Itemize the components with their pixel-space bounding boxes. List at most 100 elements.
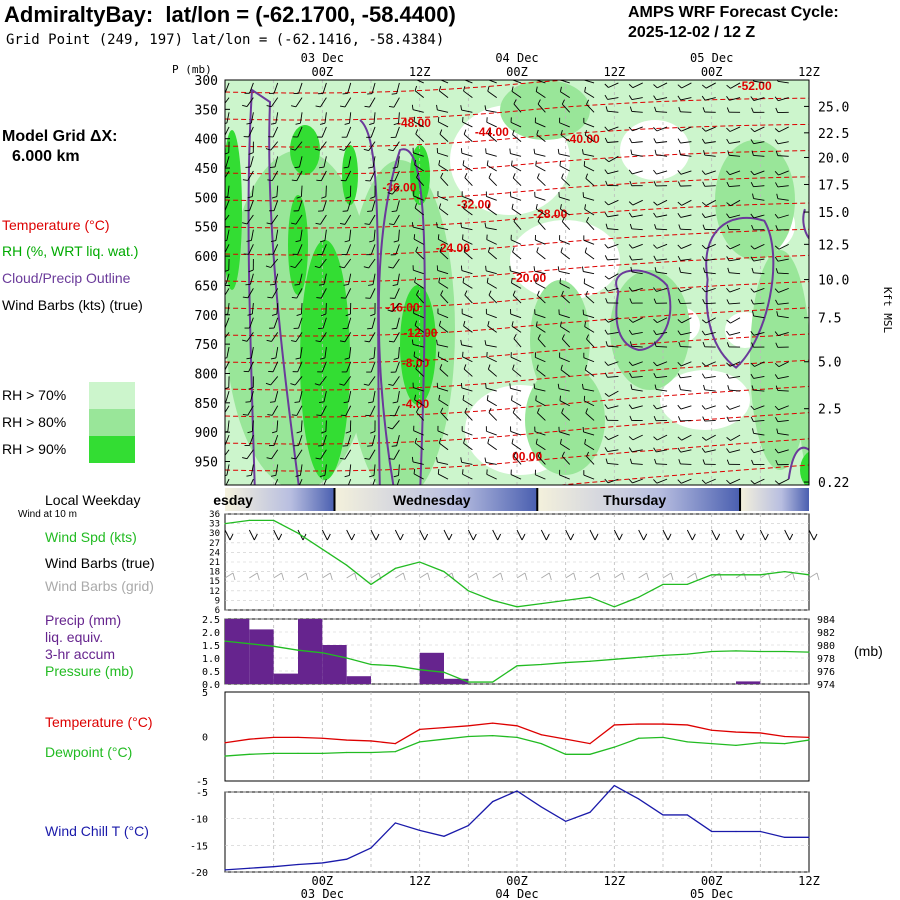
wind-barb-staff (535, 208, 546, 216)
wind-barb (653, 415, 668, 422)
wind-barb-staff (656, 258, 668, 261)
surface-wind-barb-flag (813, 533, 818, 541)
wind-barb-staff (559, 400, 570, 407)
dewpoint-line-point (248, 753, 250, 755)
pressure-line-point (540, 663, 542, 666)
wind-barb (604, 199, 619, 206)
grid-wind-barb (322, 572, 333, 581)
wind-barb-flag (537, 334, 541, 340)
wind-barb-staff (607, 287, 619, 292)
wind-barb-staff (510, 431, 522, 436)
wind-barb-flag (438, 203, 442, 209)
wind-spd-label: Wind Spd (kts) (45, 529, 137, 545)
wind-barb (726, 373, 741, 379)
wind-barb (701, 170, 716, 175)
wind-barb-staff (488, 134, 498, 142)
wind-barb (774, 243, 789, 250)
grid-wind-barb-flag (354, 572, 358, 581)
wind-barb (388, 332, 400, 343)
wind-barb (460, 339, 473, 348)
wind-barb-staff (271, 214, 279, 225)
wind-speed-tick-label: 30 (209, 529, 220, 539)
wind-barb-flag (488, 173, 492, 178)
wind-barb-staff (270, 258, 279, 268)
wind-barb (628, 404, 643, 410)
wind-barb-flag (485, 383, 487, 389)
wind-barb-staff (631, 388, 643, 392)
wind-barb-flag (269, 401, 276, 403)
precip-tick-label: 0.5 (202, 667, 220, 678)
wind-barb-flag (750, 373, 754, 379)
rh70-label: RH > 70% (2, 387, 67, 403)
wind-barb-staff (680, 97, 692, 101)
wind-barb (604, 478, 619, 484)
temperature-line-point (686, 724, 688, 726)
grid-wind-barb-staff (589, 572, 599, 579)
wind-barb-staff (250, 346, 254, 358)
wind-barb-flag (271, 430, 277, 434)
wind-barb (581, 266, 595, 275)
windchill-line-point (662, 814, 664, 816)
wind-barb-flag (628, 318, 634, 323)
wind-barb (726, 126, 741, 132)
wind-barb (774, 287, 789, 293)
wind-barb-staff (778, 243, 789, 250)
windchill-line-point (321, 862, 323, 864)
wind-barb (774, 374, 789, 380)
wind-barb-flag (628, 83, 634, 88)
wind-barb-flag (604, 478, 609, 484)
wind-barb (750, 373, 765, 379)
wind-barb-staff (369, 288, 376, 299)
wind-barb-flag (726, 202, 731, 207)
wind-barb-flag (367, 327, 373, 330)
weekday-segment (334, 488, 538, 511)
wind-barb (464, 407, 473, 421)
windchill-line-point (273, 866, 275, 868)
grid-wind-barb-flag (670, 572, 674, 581)
wind-barb (751, 150, 765, 157)
wind-barb-staff (486, 152, 497, 157)
forecast-cycle: AMPS WRF Forecast Cycle: 2025-12-02 / 12… (628, 3, 839, 43)
wind-barb-staff (561, 338, 571, 348)
wind-barb-staff (371, 200, 376, 212)
wind-barb (678, 149, 692, 157)
wind-barb (271, 420, 279, 434)
wind-barb (726, 330, 741, 336)
wind-barb-flag (270, 122, 276, 125)
wind-barb (536, 290, 546, 304)
wind-barb-flag (463, 364, 467, 370)
pressure-line-point (711, 650, 713, 653)
wind-barb-flag (653, 84, 658, 89)
temperature-contour-label: -8.00 (402, 356, 430, 370)
surface-wind-barb (443, 529, 453, 541)
wind-barb-flag (750, 256, 754, 262)
wind-barb (342, 434, 352, 447)
wind-barb (291, 405, 303, 416)
wind-barb (366, 244, 376, 256)
wind-barb (583, 117, 595, 128)
wind-barb (629, 180, 643, 187)
wind-barb-staff (344, 97, 352, 108)
wind-barb (270, 229, 279, 242)
grid-wind-barb-staff (565, 572, 574, 579)
pressure-tick-label: 850 (195, 397, 218, 412)
wind-barb-staff (656, 389, 668, 392)
wind-barb (537, 216, 546, 230)
wind-barb-staff (607, 345, 619, 348)
wind-barb-staff (704, 389, 716, 392)
wind-barb-flag (537, 451, 541, 457)
wind-barb-flag (512, 173, 516, 179)
wind-barb-flag (265, 265, 271, 268)
wind-barb-staff (705, 126, 716, 132)
wind-barb-staff (680, 449, 692, 453)
wind-barb (628, 199, 643, 206)
wind-barb-staff (586, 456, 595, 465)
wind-barb (750, 96, 765, 101)
wind-barb (440, 172, 449, 186)
wind-barb-staff (535, 282, 546, 289)
wind-barb-staff (225, 288, 230, 296)
dewpoint-line-point (443, 738, 445, 740)
wind-barb-staff (631, 110, 643, 113)
wind-barb-staff (559, 357, 570, 363)
wind-barb-staff (657, 199, 668, 206)
